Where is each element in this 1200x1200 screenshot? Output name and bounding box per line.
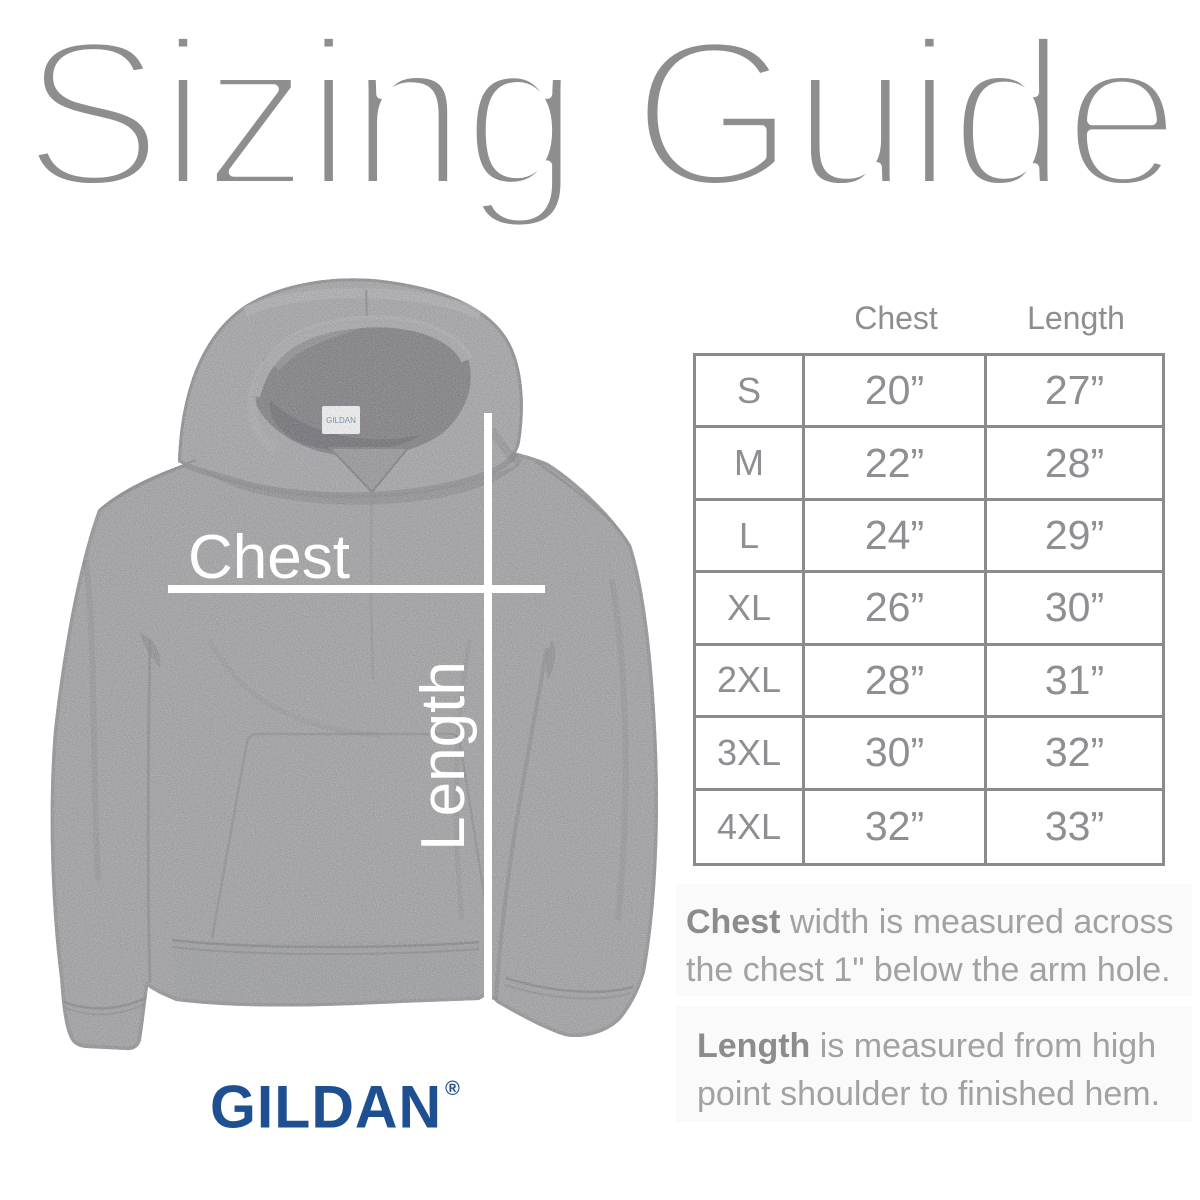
size-table: S 20” 27” M 22” 28” L 24” 29” XL 26” 30”… (693, 353, 1165, 866)
column-header-length: Length (1027, 300, 1125, 336)
chest-note-line2: the chest 1" below the arm hole. (686, 951, 1171, 989)
chest-cell: 22” (805, 428, 987, 501)
title-art: Sizing Guide (18, 0, 1186, 236)
page-title: Sizing Guide (23, 0, 1178, 231)
gildan-logo: GILDAN ® (210, 1073, 460, 1141)
length-note-line2: point shoulder to finished hem. (697, 1075, 1161, 1113)
length-cell: 32” (987, 718, 1162, 791)
length-note-panel (676, 1006, 1192, 1122)
registered-mark: ® (445, 1078, 460, 1100)
length-note-line1: is measured from high (810, 1027, 1157, 1065)
length-measure-label: Length (409, 661, 478, 851)
length-cell: 30” (987, 573, 1162, 646)
length-note-lead: Length (697, 1027, 811, 1065)
length-cell: 29” (987, 500, 1162, 574)
size-cell: 4XL (696, 790, 805, 863)
chest-note-panel (676, 884, 1192, 996)
size-cell: XL (696, 573, 805, 646)
gildan-logo-text: GILDAN (210, 1073, 443, 1141)
chest-measure-line (168, 585, 545, 593)
chest-cell: 30” (805, 718, 987, 791)
chest-cell: 32” (805, 790, 987, 863)
size-cell: M (696, 428, 805, 501)
length-measure-line (484, 413, 492, 1005)
chest-note: Chest width is measured across the chest… (686, 898, 1174, 994)
length-cell: 31” (987, 645, 1162, 719)
chest-cell: 24” (805, 500, 987, 574)
chest-cell: 20” (805, 356, 987, 429)
length-cell: 27” (987, 356, 1162, 429)
hoodie-body-art: GILDAN (50, 278, 658, 1051)
chest-note-line1: width is measured across (780, 903, 1174, 941)
length-cell: 33” (987, 790, 1162, 863)
size-cell: 2XL (696, 645, 805, 719)
chest-cell: 28” (805, 645, 987, 719)
column-header-chest: Chest (854, 300, 938, 336)
chest-cell: 26” (805, 573, 987, 646)
size-cell: 3XL (696, 718, 805, 791)
length-note: Length is measured from high point shoul… (697, 1022, 1160, 1118)
length-cell: 28” (987, 428, 1162, 501)
chest-measure-label: Chest (188, 523, 350, 592)
hoodie-photo: GILDAN (50, 278, 658, 1051)
size-cell: L (696, 500, 805, 574)
size-cell: S (696, 356, 805, 429)
chest-note-lead: Chest (686, 903, 781, 941)
